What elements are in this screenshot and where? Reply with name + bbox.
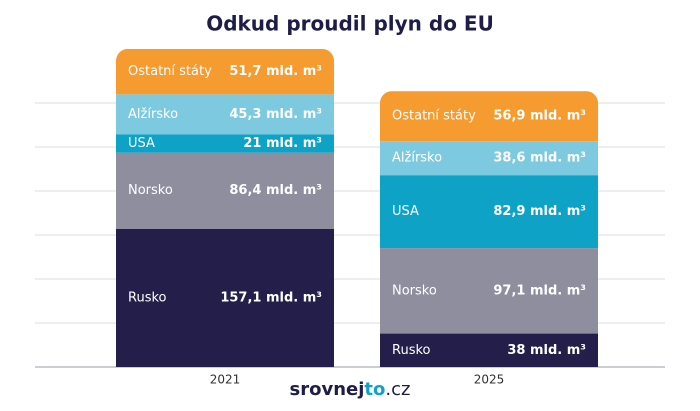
brand-part: to	[364, 379, 385, 400]
chart-title: Odkud proudil plyn do EU	[206, 12, 494, 36]
bar-segment	[116, 228, 334, 367]
segment-name: Rusko	[128, 290, 167, 305]
bar-segment	[116, 134, 334, 153]
bar-group	[116, 48, 334, 367]
segment-name: Ostatní státy	[392, 109, 476, 124]
segment-name: Alžírsko	[128, 107, 178, 122]
value-label: 38,6 mld. m³	[493, 151, 586, 166]
bar-segment	[116, 152, 334, 229]
x-tick-label: 2025	[474, 373, 505, 387]
value-label: 21 mld. m³	[243, 136, 322, 151]
bar-segment	[116, 48, 334, 95]
bar-segment	[380, 141, 598, 176]
bar-segment	[380, 175, 598, 249]
value-label: 82,9 mld. m³	[493, 204, 586, 219]
segment-name: USA	[392, 204, 419, 219]
value-label: 86,4 mld. m³	[229, 183, 322, 198]
segment-name: Alžírsko	[392, 151, 442, 166]
segment-name: Rusko	[392, 343, 431, 358]
bar-segment	[380, 91, 598, 142]
value-label: 157,1 mld. m³	[220, 290, 322, 305]
x-tick-label: 2021	[210, 373, 241, 387]
bar-group	[380, 91, 598, 367]
bar-segment	[380, 333, 598, 367]
segment-name: Norsko	[392, 283, 437, 298]
segment-name: USA	[128, 136, 155, 151]
value-label: 97,1 mld. m³	[493, 283, 586, 298]
value-label: 45,3 mld. m³	[229, 107, 322, 122]
segment-name: Ostatní státy	[128, 64, 212, 79]
bar-segment	[380, 248, 598, 334]
value-label: 56,9 mld. m³	[493, 109, 586, 124]
value-label: 51,7 mld. m³	[229, 64, 322, 79]
segment-name: Norsko	[128, 183, 173, 198]
bar-segment	[116, 94, 334, 135]
brand-logo: srovnejto.cz	[290, 379, 411, 400]
brand-part: srovnej	[290, 379, 365, 400]
value-label: 38 mld. m³	[507, 343, 586, 358]
brand-part: .cz	[385, 379, 410, 400]
